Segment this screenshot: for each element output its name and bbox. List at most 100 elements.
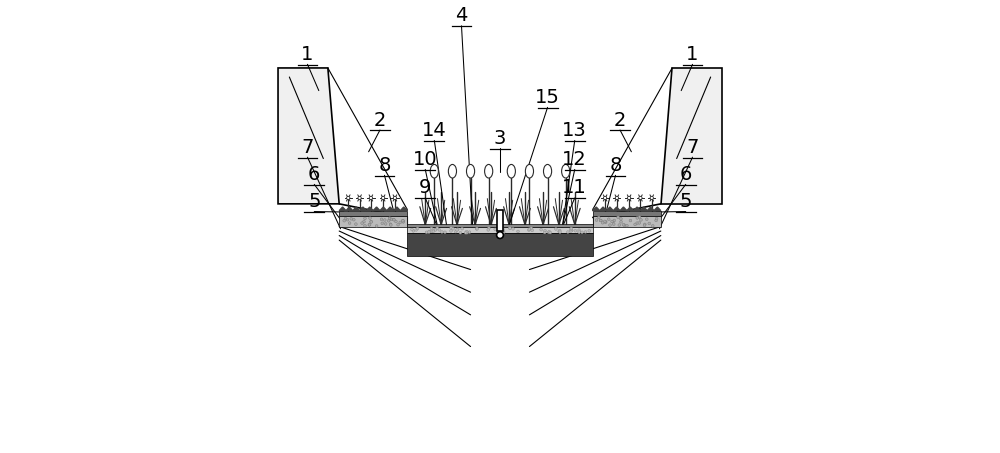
- Circle shape: [450, 226, 452, 229]
- Circle shape: [531, 229, 534, 231]
- Circle shape: [615, 196, 619, 200]
- Circle shape: [497, 231, 503, 238]
- Circle shape: [613, 219, 616, 222]
- Circle shape: [502, 231, 505, 234]
- Circle shape: [604, 221, 607, 223]
- Text: 9: 9: [419, 178, 431, 198]
- Circle shape: [395, 220, 397, 223]
- Circle shape: [452, 227, 454, 230]
- Circle shape: [399, 221, 402, 224]
- Circle shape: [464, 231, 467, 234]
- Circle shape: [626, 224, 628, 227]
- Ellipse shape: [448, 164, 457, 178]
- Text: 14: 14: [422, 121, 447, 140]
- Text: 2: 2: [374, 111, 386, 130]
- Circle shape: [392, 218, 395, 221]
- Circle shape: [430, 230, 433, 233]
- Text: 8: 8: [378, 156, 391, 175]
- Circle shape: [387, 219, 390, 222]
- Circle shape: [344, 217, 347, 220]
- Circle shape: [559, 231, 561, 233]
- Circle shape: [488, 227, 490, 230]
- Circle shape: [629, 219, 632, 222]
- Polygon shape: [606, 207, 613, 211]
- Circle shape: [456, 228, 459, 231]
- Circle shape: [416, 227, 419, 230]
- Circle shape: [620, 217, 622, 220]
- Bar: [497, 210, 503, 231]
- Circle shape: [595, 219, 598, 222]
- Circle shape: [434, 228, 437, 231]
- Circle shape: [454, 230, 457, 233]
- Circle shape: [588, 229, 591, 232]
- Circle shape: [543, 231, 546, 234]
- Circle shape: [528, 228, 531, 231]
- Text: 11: 11: [562, 178, 587, 198]
- Circle shape: [570, 230, 572, 232]
- Polygon shape: [387, 207, 394, 211]
- Circle shape: [597, 216, 600, 219]
- Circle shape: [402, 219, 404, 222]
- Circle shape: [412, 230, 415, 232]
- Ellipse shape: [466, 164, 475, 178]
- Circle shape: [548, 230, 551, 233]
- Circle shape: [623, 224, 626, 226]
- Circle shape: [428, 230, 430, 233]
- Polygon shape: [627, 207, 634, 211]
- Circle shape: [466, 231, 468, 234]
- Circle shape: [643, 224, 646, 226]
- Polygon shape: [353, 207, 360, 211]
- Circle shape: [368, 223, 371, 226]
- Circle shape: [554, 227, 557, 230]
- Circle shape: [567, 231, 569, 233]
- Circle shape: [348, 222, 351, 224]
- Circle shape: [645, 218, 648, 221]
- Circle shape: [612, 223, 615, 226]
- Circle shape: [393, 218, 395, 221]
- Text: 1: 1: [686, 45, 699, 64]
- Circle shape: [476, 227, 478, 230]
- Circle shape: [436, 227, 439, 230]
- Text: 5: 5: [308, 192, 321, 211]
- Circle shape: [570, 227, 573, 230]
- Polygon shape: [600, 207, 606, 211]
- Circle shape: [496, 228, 499, 231]
- Circle shape: [381, 196, 385, 200]
- Circle shape: [584, 231, 587, 233]
- Circle shape: [578, 231, 581, 233]
- Circle shape: [428, 231, 430, 233]
- Text: 4: 4: [455, 6, 468, 25]
- Polygon shape: [613, 207, 620, 211]
- Polygon shape: [339, 216, 407, 226]
- Circle shape: [609, 224, 611, 226]
- Text: 12: 12: [562, 150, 587, 169]
- Ellipse shape: [507, 164, 515, 178]
- Circle shape: [346, 218, 349, 221]
- Circle shape: [578, 231, 581, 233]
- Polygon shape: [339, 211, 407, 216]
- Circle shape: [612, 220, 614, 223]
- Circle shape: [578, 229, 580, 231]
- Circle shape: [393, 196, 397, 200]
- Circle shape: [547, 231, 550, 234]
- Circle shape: [397, 223, 399, 226]
- Circle shape: [607, 218, 610, 221]
- Polygon shape: [654, 207, 661, 211]
- Circle shape: [487, 228, 490, 231]
- Circle shape: [599, 219, 602, 222]
- Circle shape: [468, 231, 471, 234]
- Polygon shape: [407, 224, 593, 227]
- Text: 7: 7: [301, 138, 314, 157]
- Circle shape: [618, 224, 621, 226]
- Circle shape: [512, 227, 514, 230]
- Circle shape: [465, 230, 468, 233]
- Polygon shape: [380, 207, 387, 211]
- Circle shape: [617, 216, 619, 219]
- Circle shape: [456, 228, 458, 231]
- Polygon shape: [407, 233, 593, 256]
- Circle shape: [402, 221, 405, 223]
- Circle shape: [343, 219, 346, 222]
- Polygon shape: [634, 207, 640, 211]
- Circle shape: [604, 221, 607, 223]
- Polygon shape: [394, 207, 400, 211]
